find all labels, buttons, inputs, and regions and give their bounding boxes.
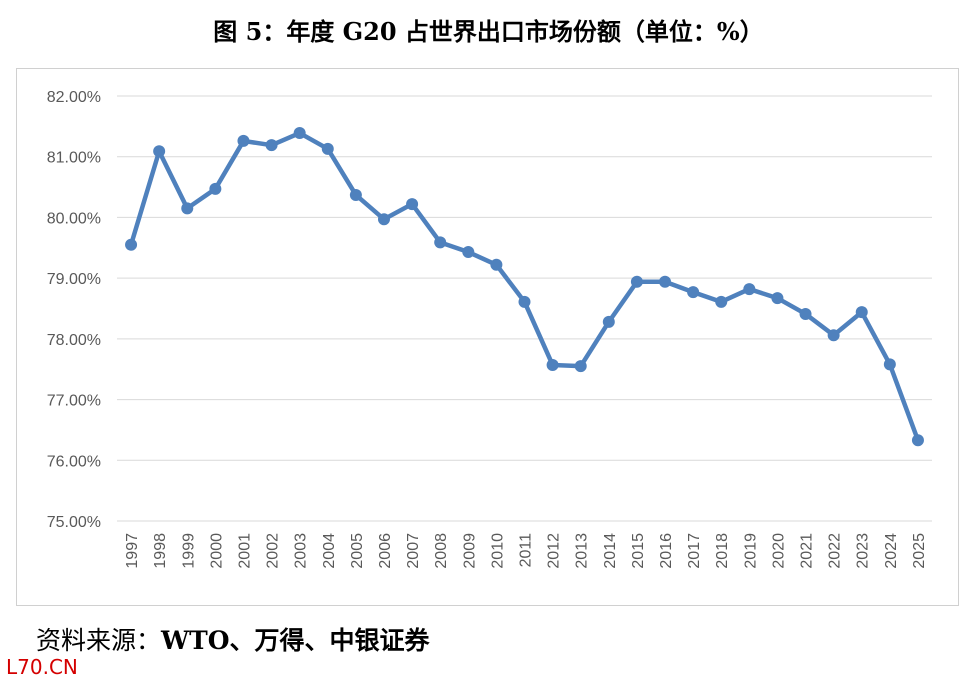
chart-title: 图 5：年度 G20 占世界出口市场份额（单位：%） <box>213 17 764 46</box>
x-tick-label: 2007 <box>405 533 422 569</box>
data-point <box>574 360 587 373</box>
y-tick-label: 77.00% <box>47 393 101 410</box>
data-point <box>883 358 896 371</box>
data-point <box>827 329 840 342</box>
source-value: WTO、万得、中银证券 <box>161 626 430 655</box>
x-tick-label: 2017 <box>686 533 703 569</box>
x-tick-label: 2000 <box>208 533 225 569</box>
y-tick-label: 80.00% <box>47 210 101 227</box>
data-point <box>490 258 503 271</box>
x-tick-label: 2021 <box>799 533 816 569</box>
x-tick-label: 2013 <box>574 533 591 569</box>
data-point <box>237 134 250 147</box>
source-note: 资料来源：WTO、万得、中银证券 <box>36 627 429 655</box>
x-tick-label: 2025 <box>911 533 928 569</box>
data-point <box>602 315 615 328</box>
data-point <box>659 275 672 288</box>
source-label: 资料来源： <box>36 626 162 655</box>
x-tick-label: 1999 <box>180 533 197 569</box>
data-point <box>209 182 222 195</box>
x-tick-label: 2015 <box>630 533 647 569</box>
data-point <box>743 283 756 296</box>
chart-frame <box>16 68 959 606</box>
y-tick-label: 79.00% <box>47 271 101 288</box>
watermark: L70.CN <box>6 655 78 679</box>
data-point <box>911 434 924 447</box>
x-tick-label: 2006 <box>377 533 394 569</box>
x-tick-label: 2010 <box>489 533 506 569</box>
data-point <box>153 145 166 158</box>
data-point <box>462 246 475 259</box>
data-point <box>771 292 784 305</box>
x-tick-label: 2019 <box>742 533 759 569</box>
y-tick-label: 78.00% <box>47 332 101 349</box>
x-tick-label: 2003 <box>293 533 310 569</box>
x-tick-label: 2024 <box>883 533 900 569</box>
x-tick-label: 2014 <box>602 533 619 569</box>
data-point <box>546 358 559 371</box>
y-tick-label: 82.00% <box>47 89 101 106</box>
x-tick-label: 2023 <box>855 533 872 569</box>
y-tick-label: 75.00% <box>47 514 101 531</box>
series-line <box>128 130 921 442</box>
x-tick-label: 1998 <box>152 533 169 569</box>
x-tick-label: 2018 <box>714 533 731 569</box>
x-tick-label: 2011 <box>518 533 535 568</box>
data-point <box>321 142 334 155</box>
x-tick-label: 2016 <box>658 533 675 569</box>
data-point <box>265 139 278 152</box>
data-point <box>406 198 419 211</box>
x-tick-label: 1997 <box>124 533 141 569</box>
data-point <box>434 236 447 249</box>
x-tick-label: 2020 <box>770 533 787 569</box>
x-tick-label: 2005 <box>349 533 366 569</box>
y-tick-label: 81.00% <box>47 150 101 167</box>
data-point <box>293 127 306 140</box>
data-point <box>518 295 531 308</box>
x-tick-label: 2008 <box>433 533 450 569</box>
x-tick-label: 2009 <box>461 533 478 569</box>
data-point <box>125 238 138 251</box>
y-tick-label: 76.00% <box>47 453 101 470</box>
data-point <box>377 213 390 226</box>
x-tick-label: 2001 <box>236 533 253 569</box>
x-tick-label: 2004 <box>321 533 338 569</box>
data-point <box>630 275 643 288</box>
data-point <box>855 306 868 319</box>
x-tick-label: 2012 <box>546 533 563 569</box>
data-point <box>715 295 728 308</box>
data-point <box>799 307 812 320</box>
data-point <box>181 202 194 215</box>
data-point <box>349 188 362 201</box>
data-point <box>687 286 700 299</box>
x-tick-label: 2022 <box>827 533 844 569</box>
x-tick-label: 2002 <box>265 533 282 569</box>
